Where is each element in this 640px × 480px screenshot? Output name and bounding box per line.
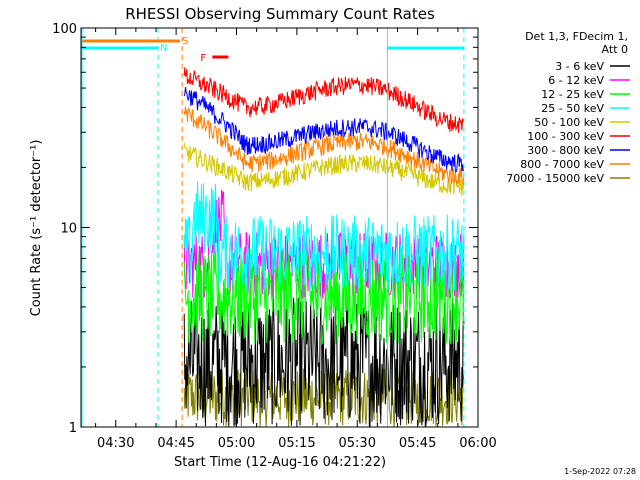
series-line-3-6-kev [183, 296, 465, 429]
legend-label-3-6-kev: 3 - 6 keV [555, 60, 604, 73]
legend-label-6-12-kev: 6 - 12 keV [548, 74, 604, 87]
series-line-25-50-kev [183, 181, 465, 291]
legend-label-7000-15000-kev: 7000 - 15000 keV [506, 172, 604, 185]
series-layer [183, 67, 465, 429]
series-line-100-300-kev [183, 67, 465, 133]
x-tick-label: 04:45 [157, 436, 194, 451]
flag-label-s: S [182, 36, 188, 47]
series-line-50-100-kev [183, 142, 465, 197]
y-tick-label: 1 [69, 421, 77, 436]
x-tick-label: 05:45 [399, 436, 436, 451]
x-tick-label: 04:30 [97, 436, 134, 451]
flag-label-n: N [160, 43, 167, 54]
legend-header-line-2: Att 0 [602, 43, 628, 56]
x-tick-label: 05:00 [218, 436, 255, 451]
footer-timestamp: 1-Sep-2022 07:28 [564, 467, 636, 476]
legend-label-50-100-kev: 50 - 100 keV [534, 116, 604, 129]
legend-label-100-300-kev: 100 - 300 keV [527, 130, 604, 143]
legend-label-12-25-kev: 12 - 25 keV [541, 88, 604, 101]
y-tick-label: 10 [60, 222, 77, 237]
y-axis-label: Count Rate (s⁻¹ detector⁻¹) [29, 140, 44, 317]
chart-title: RHESSI Observing Summary Count Rates [125, 5, 435, 23]
x-axis-label: Start Time (12-Aug-16 04:21:22) [174, 455, 386, 470]
y-tick-label: 100 [52, 22, 77, 37]
x-tick-label: 06:00 [459, 436, 496, 451]
legend-header-line-1: Det 1,3, FDecim 1, [525, 30, 628, 43]
flag-label-f: F [200, 53, 206, 64]
legend-label-25-50-kev: 25 - 50 keV [541, 102, 604, 115]
series-line-300-800-kev [183, 86, 464, 173]
legend-label-300-800-kev: 300 - 800 keV [527, 144, 604, 157]
x-tick-label: 05:15 [278, 436, 315, 451]
series-line-800-7000-kev [183, 106, 465, 186]
legend-label-800-7000-kev: 800 - 7000 keV [520, 158, 604, 171]
x-tick-label: 05:30 [339, 436, 376, 451]
axis-layer: 04:30 04:45 05:00 05:15 05:30 05:45 06:00 1 10 10… [52, 22, 497, 451]
